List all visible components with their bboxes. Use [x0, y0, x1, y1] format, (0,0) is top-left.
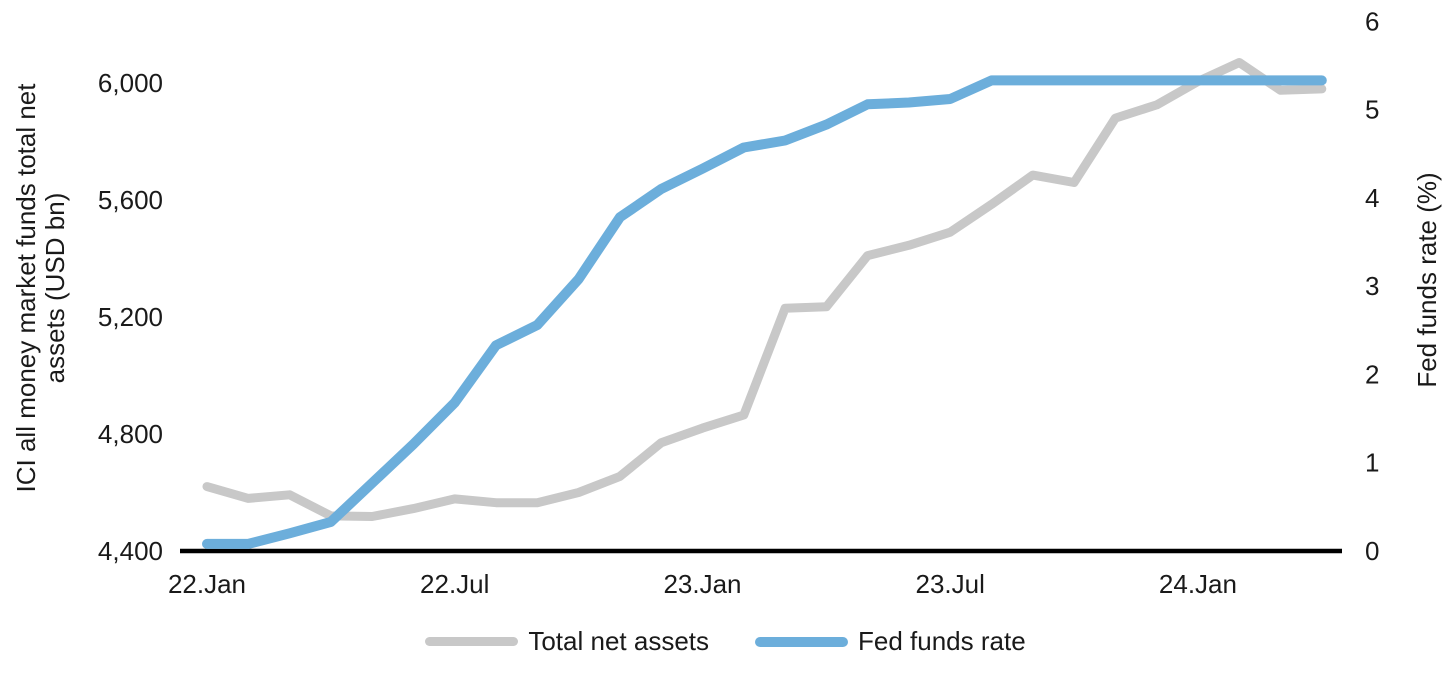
right-axis-tick-label: 5: [1365, 95, 1379, 125]
right-axis-title-text: Fed funds rate (%): [1412, 172, 1442, 388]
right-axis-title: Fed funds rate (%): [1412, 0, 1442, 560]
legend: Total net assets Fed funds rate: [0, 626, 1451, 657]
legend-label-fed-funds-rate: Fed funds rate: [858, 626, 1026, 656]
right-axis-tick-label: 0: [1365, 536, 1379, 566]
left-axis-title-line1: ICI all money market funds total net: [11, 83, 41, 493]
legend-item-total-net-assets: Total net assets: [425, 626, 709, 657]
fed-funds-rate-swatch: [755, 636, 848, 647]
left-axis-tick-label: 5,600: [98, 185, 163, 215]
left-axis-tick-label: 4,800: [98, 419, 163, 449]
x-axis-tick-label: 22.Jan: [168, 569, 246, 599]
x-axis-tick-label: 22.Jul: [420, 569, 489, 599]
left-axis-title-line2: assets (USD bn): [40, 192, 70, 384]
legend-item-fed-funds-rate: Fed funds rate: [755, 626, 1026, 657]
x-axis-tick-label: 23.Jan: [663, 569, 741, 599]
right-axis-tick-label: 3: [1365, 271, 1379, 301]
left-axis-title: ICI all money market funds total net ass…: [11, 8, 70, 568]
left-axis-tick-label: 5,200: [98, 302, 163, 332]
fed-funds-rate-line: [202, 75, 1327, 549]
right-axis-tick-label: 6: [1365, 6, 1379, 36]
left-axis-tick-label: 6,000: [98, 68, 163, 98]
left-axis-tick-label: 4,400: [98, 536, 163, 566]
right-axis-tick-label: 4: [1365, 183, 1379, 213]
legend-label-total-net-assets: Total net assets: [528, 626, 709, 656]
total-net-assets-swatch: [425, 637, 519, 646]
x-axis-tick-label: 23.Jul: [916, 569, 985, 599]
right-axis-tick-label: 1: [1365, 448, 1379, 478]
total-net-assets-line: [202, 58, 1327, 521]
x-axis-tick-label: 24.Jan: [1159, 569, 1237, 599]
right-axis-tick-label: 2: [1365, 359, 1379, 389]
